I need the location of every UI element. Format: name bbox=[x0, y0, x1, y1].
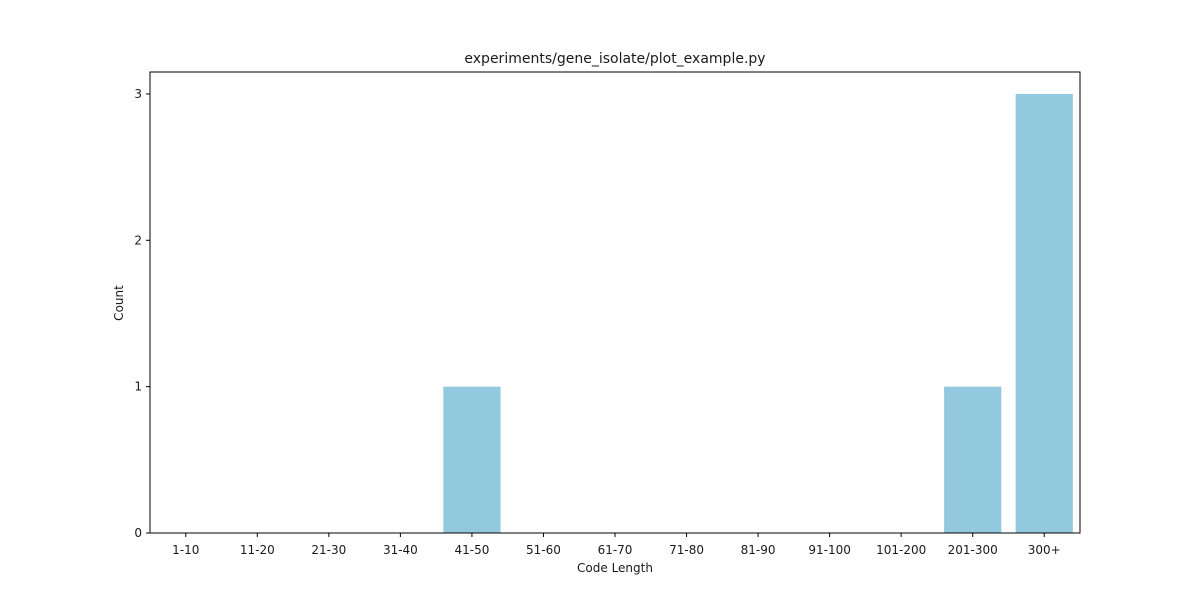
x-tick-label: 81-90 bbox=[741, 543, 776, 557]
x-axis-label: Code Length bbox=[577, 561, 653, 575]
chart-title: experiments/gene_isolate/plot_example.py bbox=[464, 51, 765, 67]
y-tick-label: 0 bbox=[134, 526, 142, 540]
x-tick-label: 101-200 bbox=[876, 543, 926, 557]
x-tick-label: 31-40 bbox=[383, 543, 418, 557]
x-tick-label: 201-300 bbox=[948, 543, 998, 557]
x-tick-label: 61-70 bbox=[598, 543, 633, 557]
bar-300+ bbox=[1015, 93, 1073, 533]
x-tick-label: 21-30 bbox=[311, 543, 346, 557]
x-axis: 1-10 11-20 21-30 31-40 41-50 51-60 61-70 71-80 8… bbox=[172, 533, 1061, 557]
bar-201-300 bbox=[944, 386, 1002, 533]
y-axis: 0 1 2 3 bbox=[134, 87, 150, 540]
y-tick-label: 1 bbox=[134, 380, 142, 394]
y-tick-label: 2 bbox=[134, 233, 142, 247]
x-tick-label: 1-10 bbox=[172, 543, 199, 557]
plot-area-frame bbox=[149, 71, 1081, 534]
x-tick-label: 41-50 bbox=[454, 543, 489, 557]
x-tick-label: 91-100 bbox=[808, 543, 851, 557]
x-tick-label: 11-20 bbox=[240, 543, 275, 557]
y-tick-label: 3 bbox=[134, 87, 142, 101]
x-tick-label: 71-80 bbox=[669, 543, 704, 557]
x-tick-label: 300+ bbox=[1028, 543, 1061, 557]
y-axis-label: Count bbox=[112, 285, 126, 321]
x-tick-label: 51-60 bbox=[526, 543, 561, 557]
bar-41-50 bbox=[443, 386, 501, 533]
bars-group bbox=[443, 93, 1073, 533]
